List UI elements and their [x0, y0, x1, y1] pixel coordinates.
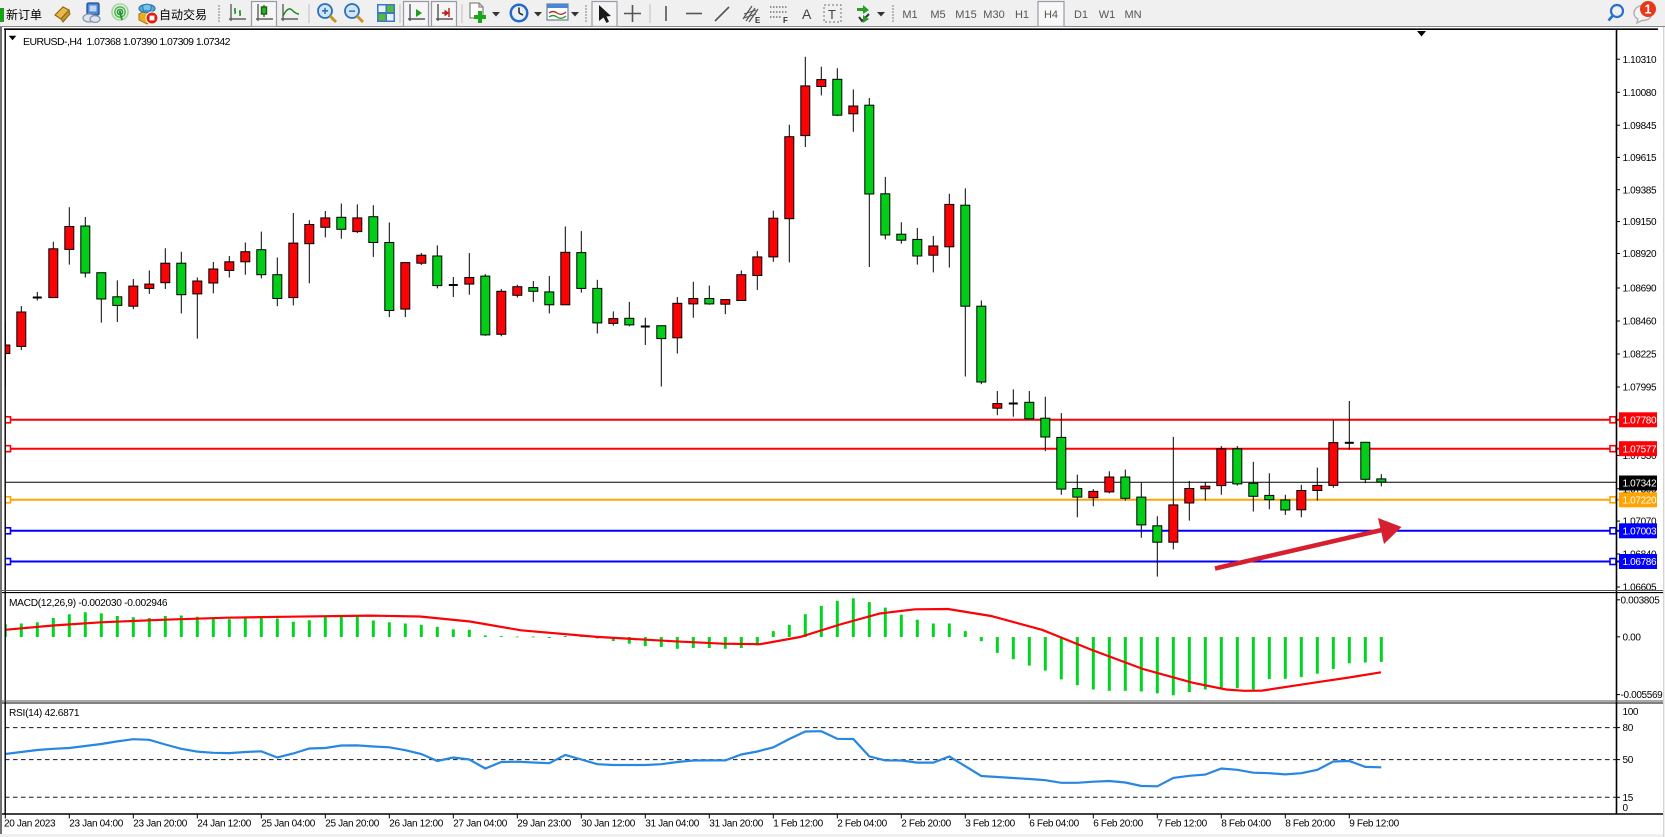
svg-text:新订单: 新订单 [6, 7, 42, 22]
svg-text:0: 0 [1623, 803, 1629, 814]
svg-text:1.07780: 1.07780 [1623, 415, 1657, 426]
svg-text:+: + [321, 4, 328, 18]
svg-text:1.09845: 1.09845 [1623, 121, 1657, 132]
svg-text:15: 15 [1623, 793, 1634, 804]
svg-text:20 Jan 2023: 20 Jan 2023 [4, 819, 56, 830]
svg-text:50: 50 [1623, 755, 1634, 766]
svg-text:30 Jan 12:00: 30 Jan 12:00 [581, 819, 635, 830]
svg-text:7 Feb 12:00: 7 Feb 12:00 [1157, 819, 1207, 830]
svg-text:29 Jan 23:00: 29 Jan 23:00 [517, 819, 571, 830]
svg-text:1.07577: 1.07577 [1623, 444, 1657, 455]
svg-text:80: 80 [1623, 723, 1634, 734]
svg-text:1: 1 [1645, 3, 1652, 17]
svg-text:A: A [802, 6, 812, 22]
svg-text:1.09615: 1.09615 [1623, 153, 1657, 164]
svg-text:1.07342: 1.07342 [1623, 479, 1657, 490]
svg-text:M15: M15 [955, 9, 976, 21]
svg-text:M30: M30 [983, 9, 1004, 21]
svg-text:24 Jan 12:00: 24 Jan 12:00 [197, 819, 251, 830]
svg-text:T: T [828, 7, 836, 22]
svg-text:31 Jan 20:00: 31 Jan 20:00 [709, 819, 763, 830]
svg-text:D1: D1 [1074, 9, 1088, 21]
svg-text:1.08460: 1.08460 [1623, 317, 1657, 328]
svg-text:2 Feb 20:00: 2 Feb 20:00 [901, 819, 951, 830]
svg-text:1.08225: 1.08225 [1623, 350, 1657, 361]
svg-text:H4: H4 [1044, 9, 1058, 21]
svg-text:8 Feb 04:00: 8 Feb 04:00 [1221, 819, 1271, 830]
svg-text:1.08920: 1.08920 [1623, 249, 1657, 260]
svg-text:W1: W1 [1099, 9, 1116, 21]
svg-text:M1: M1 [902, 9, 917, 21]
svg-text:23 Jan 04:00: 23 Jan 04:00 [69, 819, 123, 830]
svg-text:1.06605: 1.06605 [1623, 583, 1657, 594]
svg-text:100: 100 [1623, 707, 1639, 718]
svg-text:−: − [348, 4, 355, 18]
svg-text:3 Feb 12:00: 3 Feb 12:00 [965, 819, 1015, 830]
svg-text:1.08690: 1.08690 [1623, 284, 1657, 295]
svg-text:RSI(14) 42.6871: RSI(14) 42.6871 [9, 708, 80, 719]
svg-text:E: E [755, 16, 761, 25]
svg-text:6 Feb 04:00: 6 Feb 04:00 [1029, 819, 1079, 830]
svg-text:F: F [783, 16, 788, 25]
svg-text:25 Jan 04:00: 25 Jan 04:00 [261, 819, 315, 830]
svg-text:1 Feb 12:00: 1 Feb 12:00 [773, 819, 823, 830]
svg-text:0.00: 0.00 [1623, 632, 1642, 643]
svg-text:H1: H1 [1015, 9, 1029, 21]
svg-text:2 Feb 04:00: 2 Feb 04:00 [837, 819, 887, 830]
svg-text:MACD(12,26,9) -0.002030 -0.002: MACD(12,26,9) -0.002030 -0.002946 [9, 598, 168, 609]
svg-text:MN: MN [1124, 9, 1141, 21]
svg-text:1.10080: 1.10080 [1623, 88, 1657, 99]
svg-text:1.07530: 1.07530 [1623, 451, 1657, 462]
svg-text:31 Jan 04:00: 31 Jan 04:00 [645, 819, 699, 830]
svg-text:1.09385: 1.09385 [1623, 185, 1657, 196]
svg-text:26 Jan 12:00: 26 Jan 12:00 [389, 819, 443, 830]
svg-text:EURUSD-,H4 1.07368 1.07390 1.: EURUSD-,H4 1.07368 1.07390 1.07309 1.073… [23, 36, 231, 48]
svg-text:1.06786: 1.06786 [1623, 557, 1657, 568]
svg-text:6 Feb 20:00: 6 Feb 20:00 [1093, 819, 1143, 830]
svg-text:-0.005569: -0.005569 [1621, 690, 1664, 701]
svg-text:1.10310: 1.10310 [1623, 55, 1657, 66]
svg-text:1.07220: 1.07220 [1623, 495, 1657, 506]
svg-text:9 Feb 12:00: 9 Feb 12:00 [1349, 819, 1399, 830]
svg-text:1.07995: 1.07995 [1623, 383, 1657, 394]
svg-text:23 Jan 20:00: 23 Jan 20:00 [133, 819, 187, 830]
svg-text:自动交易: 自动交易 [159, 7, 207, 22]
svg-text:1.07003: 1.07003 [1623, 526, 1657, 537]
svg-text:1.07070: 1.07070 [1623, 517, 1657, 528]
svg-text:1.09150: 1.09150 [1623, 217, 1657, 228]
svg-text:M5: M5 [930, 9, 945, 21]
svg-text:0.003805: 0.003805 [1621, 595, 1661, 606]
svg-text:25 Jan 20:00: 25 Jan 20:00 [325, 819, 379, 830]
svg-text:27 Jan 04:00: 27 Jan 04:00 [453, 819, 507, 830]
svg-text:8 Feb 20:00: 8 Feb 20:00 [1285, 819, 1335, 830]
